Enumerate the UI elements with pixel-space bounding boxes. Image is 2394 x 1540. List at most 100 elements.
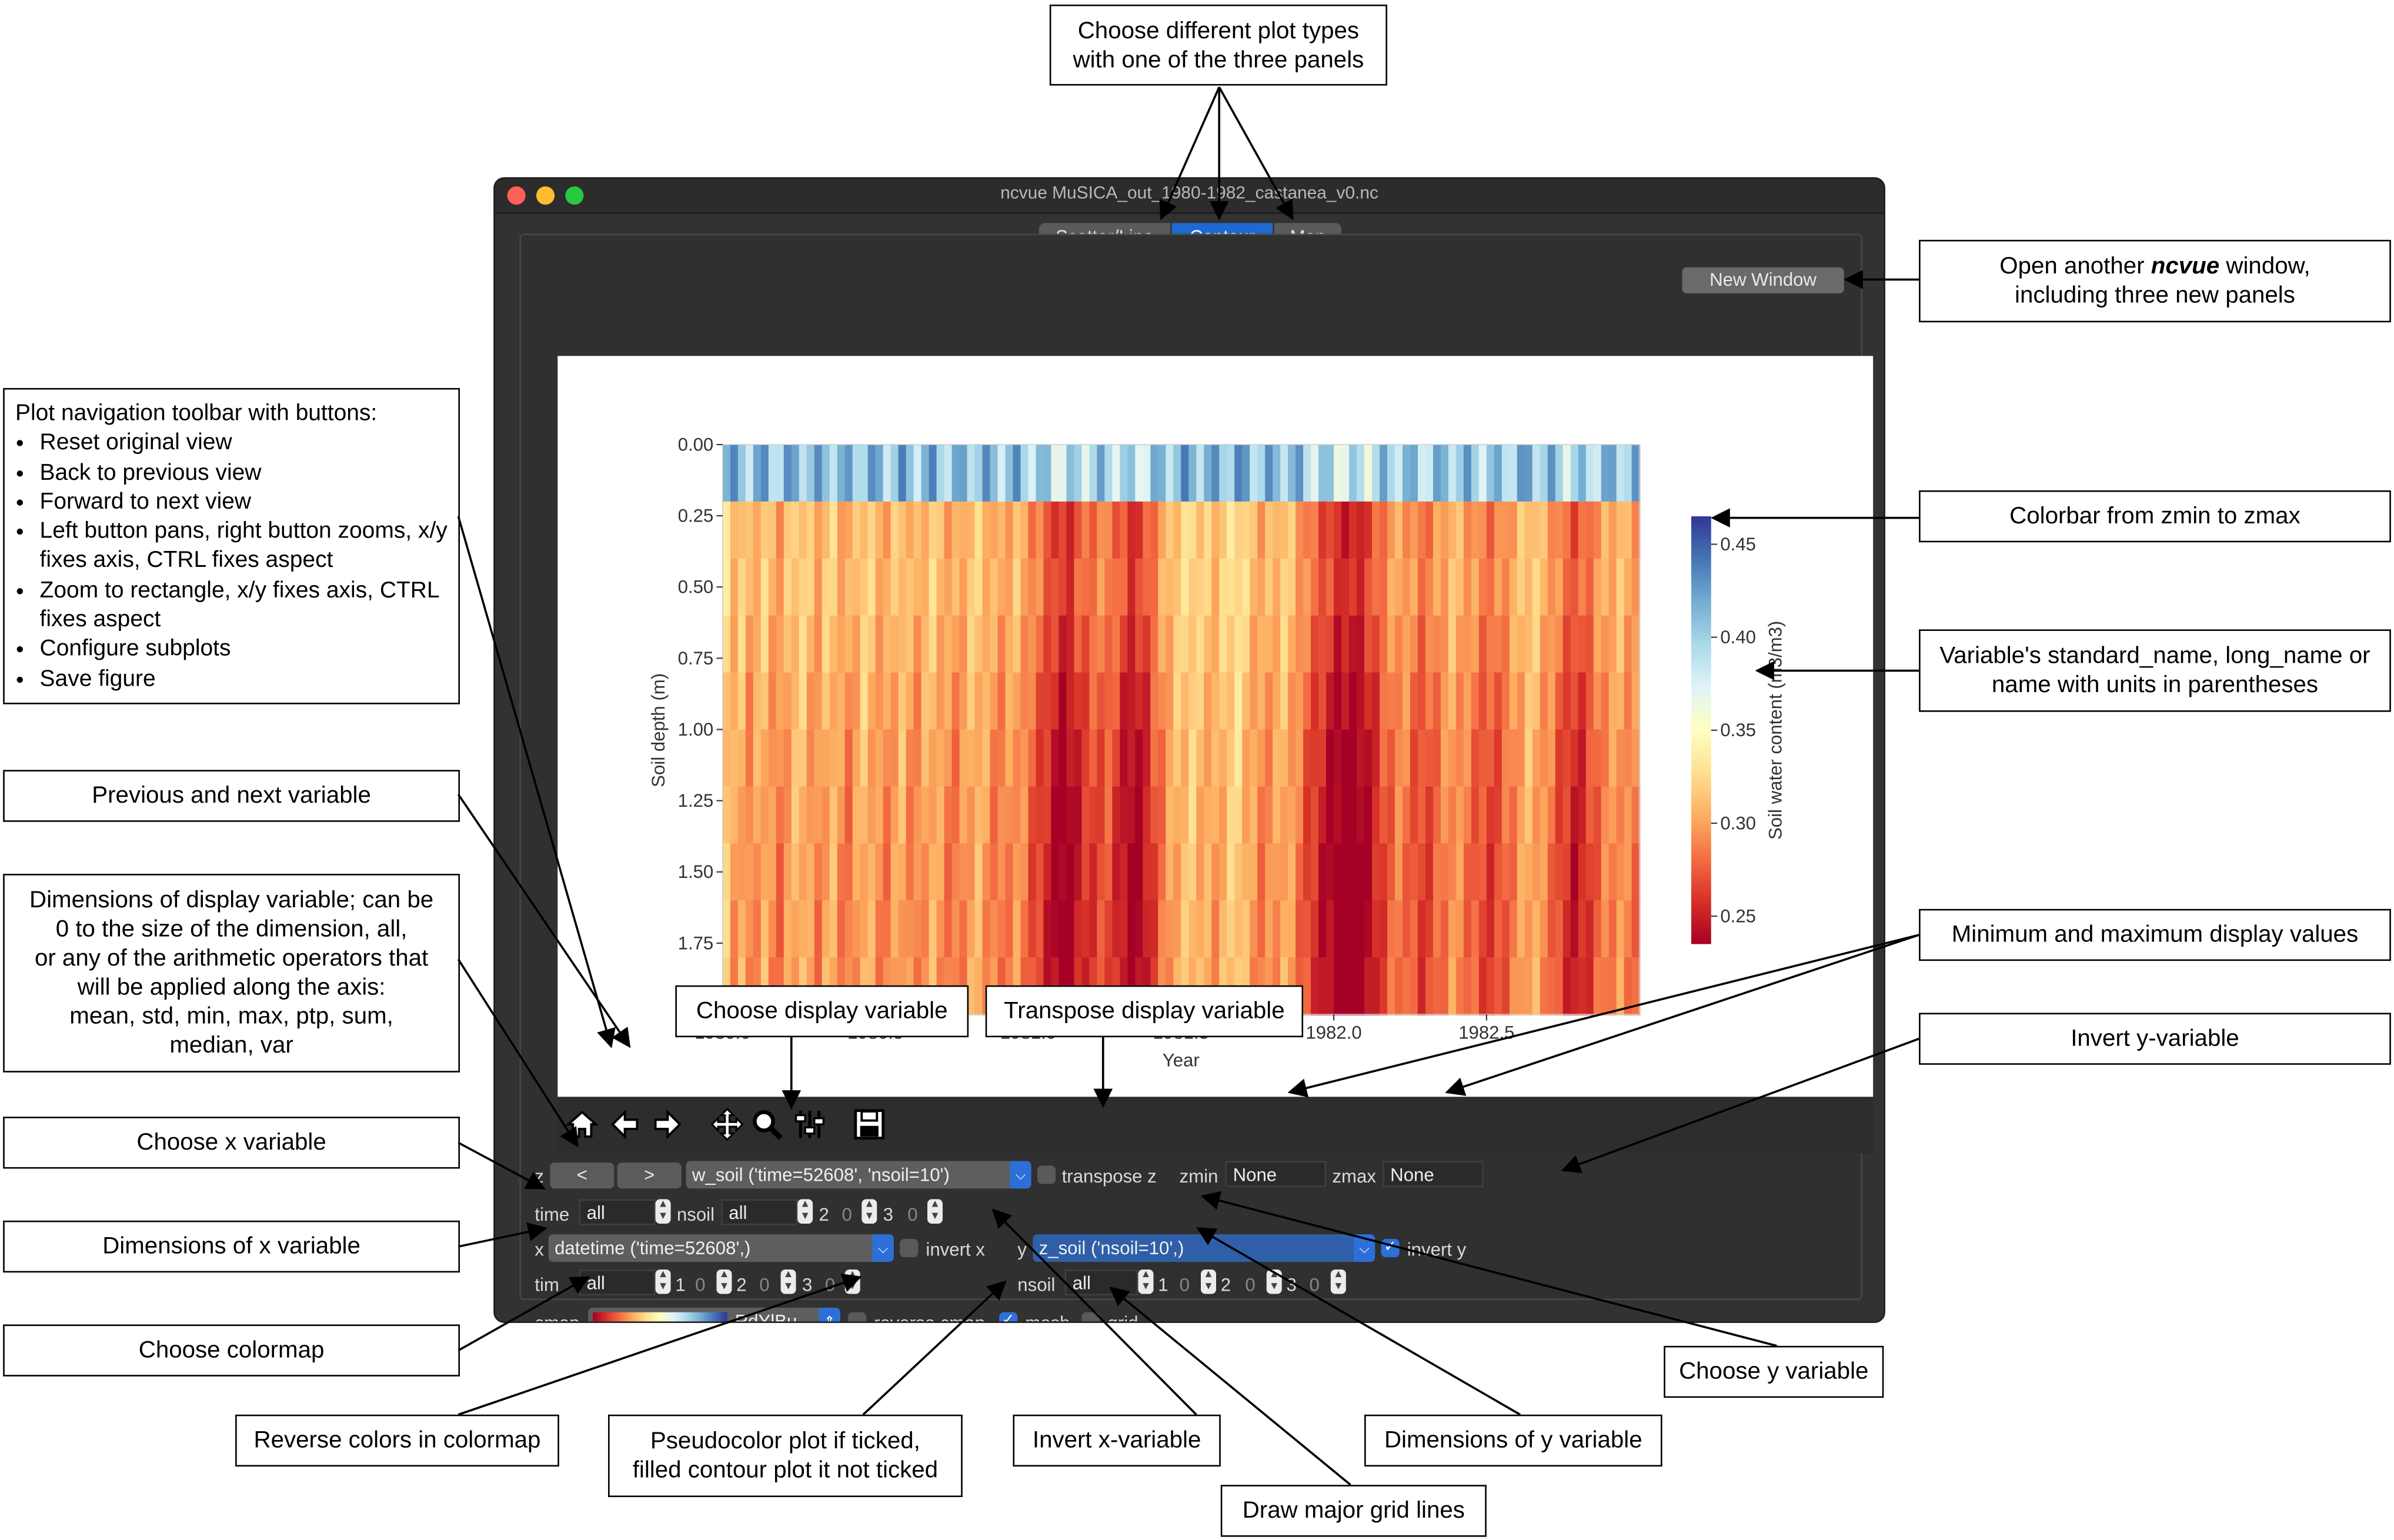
x-dim-1-value[interactable]: 0 [695,1274,706,1296]
z-dim-nsoil-stepper[interactable]: ▲ ▼ [797,1199,813,1224]
heatmap-cell [1440,786,1450,844]
z-dim-time-stepper[interactable]: ▲ ▼ [655,1199,671,1224]
heatmap-cell [1127,501,1136,560]
heatmap-cell [1166,729,1174,788]
heatmap-cell [1158,786,1167,844]
x-dim-3-stepper[interactable]: ▲ ▼ [844,1269,860,1294]
heatmap-cell [737,501,747,560]
z-dim-time-input[interactable]: all [579,1199,656,1225]
back-icon[interactable] [608,1108,642,1141]
x-variable-select[interactable]: datetime ('time=52608',) ⌵ [548,1234,894,1262]
heatmap-cell [1104,558,1113,617]
zmin-input[interactable]: None [1225,1161,1327,1187]
heatmap-cell [1402,615,1411,674]
callout-choose-x: Choose x variable [3,1117,460,1169]
heatmap-cell [1311,957,1320,1015]
cmap-select[interactable]: RdYlBu ⇕ [588,1307,840,1322]
x-dim-time-input[interactable]: all [579,1269,656,1296]
heatmap-cell [1555,900,1564,958]
heatmap-cell [1562,501,1572,560]
y-dim-nsoil-stepper[interactable]: ▲ ▼ [1138,1269,1154,1294]
zoom-icon[interactable] [750,1108,784,1141]
zmax-input[interactable]: None [1383,1161,1484,1187]
heatmap-cell [722,672,732,731]
x-dim-2-stepper[interactable]: ▲ ▼ [780,1269,796,1294]
heatmap-cell [768,900,777,958]
y-dim-2-label: 2 [1220,1274,1231,1296]
transpose-z-checkbox[interactable] [1037,1165,1056,1184]
heatmap-cell [844,615,854,674]
contour-plot: 0.000.250.500.751.001.251.501.752.00 198… [648,434,1785,1070]
heatmap-cell [1227,729,1236,788]
y-dim-1-value[interactable]: 0 [1179,1274,1190,1296]
next-variable-button[interactable]: > [617,1162,682,1189]
heatmap-cell [753,729,762,788]
heatmap-cell [1326,445,1335,503]
heatmap-cell [1250,729,1258,788]
zoom-window-button[interactable] [565,186,584,205]
z-dim-nsoil-input[interactable]: all [721,1199,798,1225]
heatmap-cell [921,786,930,844]
heatmap-cell [1166,445,1174,503]
home-icon[interactable] [565,1108,599,1141]
y-dim-2-stepper[interactable]: ▲ ▼ [1266,1269,1282,1294]
heatmap-cell [1089,900,1098,958]
y-dim-1-stepper[interactable]: ▲ ▼ [1201,1269,1217,1294]
invert-y-checkbox[interactable]: ✓ [1381,1238,1400,1258]
heatmap-cell [1089,786,1098,844]
mesh-checkbox[interactable]: ✓ [999,1312,1018,1322]
z-dim-2-stepper[interactable]: ▲ ▼ [862,1199,877,1224]
minimize-window-button[interactable] [536,186,555,205]
heatmap-cell [783,445,793,503]
heatmap-cell [799,672,808,731]
grid-checkbox[interactable] [1081,1312,1100,1322]
x-dim-2-value[interactable]: 0 [759,1274,770,1296]
heatmap-cell [1074,672,1083,731]
z-dim-3-value[interactable]: 0 [907,1204,918,1225]
new-window-button[interactable]: New Window [1682,267,1844,293]
heatmap-cell [921,729,930,788]
forward-icon[interactable] [651,1108,685,1141]
reverse-cmap-checkbox[interactable] [847,1312,867,1322]
heatmap-cell [1631,843,1641,901]
z-dim-3-stepper[interactable]: ▲ ▼ [927,1199,943,1224]
pan-icon[interactable] [710,1107,744,1141]
heatmap-cell [1181,445,1190,503]
y-dim-2-value[interactable]: 0 [1245,1274,1256,1296]
transpose-z-label: transpose z [1061,1165,1157,1187]
heatmap-cell [1173,615,1182,674]
save-icon[interactable] [853,1108,886,1141]
heatmap-cell [951,445,961,503]
heatmap-cell [883,843,892,901]
z-dim-3-label: 3 [883,1204,894,1225]
heatmap-cell [1020,843,1030,901]
heatmap-cell [1364,445,1373,503]
heatmap-cell [1410,900,1419,958]
y-dim-3-stepper[interactable]: ▲ ▼ [1330,1269,1346,1294]
z-variable-select[interactable]: w_soil ('time=52608', 'nsoil=10') ⌵ [686,1161,1031,1189]
x-dim-3-value[interactable]: 0 [824,1274,836,1296]
z-dim-2-value[interactable]: 0 [842,1204,852,1225]
y-dim-nsoil-input[interactable]: all [1064,1269,1138,1296]
close-window-button[interactable] [507,186,526,205]
heatmap-cell [1417,900,1427,958]
previous-variable-button[interactable]: < [550,1162,615,1189]
plot-canvas[interactable]: 0.000.250.500.751.001.251.501.752.00 198… [557,356,1874,1097]
heatmap-cell [906,900,915,958]
y-dim-3-value[interactable]: 0 [1309,1274,1320,1296]
heatmap-cell [1028,729,1037,788]
heatmap-cell [929,900,938,958]
heatmap-cell [921,843,930,901]
heatmap-cell [783,900,793,958]
heatmap-cell [1326,843,1335,901]
x-dim-time-stepper[interactable]: ▲ ▼ [655,1269,671,1294]
y-variable-select[interactable]: z_soil ('nsoil=10',) ⌵ [1033,1234,1375,1262]
heatmap-cell [1357,558,1365,617]
heatmap-cell [1478,786,1488,844]
subplots-icon[interactable] [793,1108,826,1141]
heatmap-cell [1364,615,1373,674]
heatmap-cell [1288,672,1297,731]
invert-x-checkbox[interactable] [900,1238,919,1258]
x-dim-1-stepper[interactable]: ▲ ▼ [716,1269,732,1294]
heatmap-cell [1547,615,1557,674]
